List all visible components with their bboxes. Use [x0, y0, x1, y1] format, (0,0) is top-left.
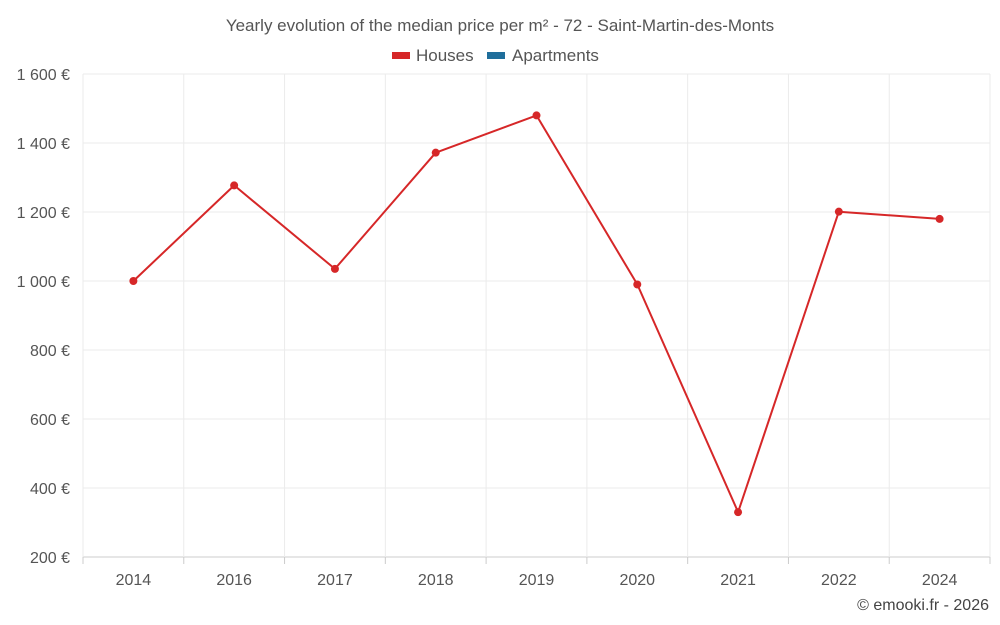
y-tick-label: 600 €: [30, 412, 70, 429]
legend-label-houses[interactable]: Houses: [416, 46, 474, 65]
series-line-houses: [132, 114, 940, 514]
data-point[interactable]: [834, 207, 843, 216]
y-tick-label: 400 €: [30, 481, 70, 498]
data-point[interactable]: [532, 111, 541, 120]
data-point[interactable]: [330, 264, 339, 273]
y-tick-label: 1 600 €: [17, 67, 70, 84]
x-tick-label: 2016: [216, 572, 252, 589]
chart-title: Yearly evolution of the median price per…: [226, 16, 774, 35]
x-tick-label: 2024: [922, 572, 958, 589]
data-point[interactable]: [230, 181, 239, 190]
x-tick-label: 2017: [317, 572, 353, 589]
y-tick-label: 1 000 €: [17, 274, 70, 291]
plot-series: [129, 111, 944, 517]
data-point[interactable]: [734, 508, 743, 517]
data-point[interactable]: [935, 214, 944, 223]
x-gridlines: [82, 74, 991, 557]
data-point[interactable]: [431, 148, 440, 157]
y-gridlines: [83, 73, 990, 558]
y-axis: 200 € 400 € 600 € 800 € 1 000 € 1 200 € 1 400 …: [17, 67, 70, 567]
y-tick-label: 1 200 €: [17, 205, 70, 222]
y-tick-label: 1 400 €: [17, 136, 70, 153]
legend-swatch-apartments[interactable]: [487, 52, 505, 59]
y-tick-label: 200 €: [30, 550, 70, 567]
x-tick-label: 2018: [418, 572, 454, 589]
legend-swatch-houses[interactable]: [392, 52, 410, 59]
legend-label-apartments[interactable]: Apartments: [512, 46, 599, 65]
x-axis: 2014 2016 2017 2018 2019 2020 2021 2022 2024: [82, 557, 991, 589]
x-tick-label: 2022: [821, 572, 857, 589]
x-tick-label: 2021: [720, 572, 756, 589]
x-tick-label: 2019: [519, 572, 555, 589]
x-tick-label: 2014: [116, 572, 152, 589]
data-point[interactable]: [633, 280, 642, 289]
y-tick-label: 800 €: [30, 343, 70, 360]
x-tick-label: 2020: [619, 572, 655, 589]
data-point[interactable]: [129, 277, 138, 285]
legend: Houses Apartments: [392, 46, 599, 65]
credit-text: © emooki.fr - 2026: [857, 597, 989, 614]
